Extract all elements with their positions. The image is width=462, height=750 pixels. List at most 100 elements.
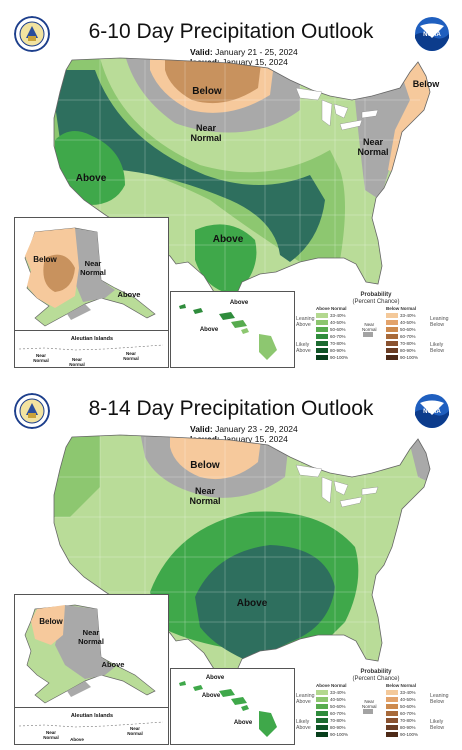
legend-above-swatch [316, 348, 328, 354]
outlook-panel-8-14-day: 8-14 Day Precipitation Outlook Valid: Ja… [0, 377, 462, 750]
legend-above-swatch [316, 732, 328, 738]
legend-likely-below-1: Likely [430, 719, 444, 725]
legend-leaning-above: Leaning Above [296, 693, 314, 705]
legend-title-2: (Percent Chance) [352, 676, 400, 682]
legend-leaning-below-1: Leaning [430, 316, 449, 322]
legend-above-range: 60-70% [330, 334, 346, 339]
legend-below-swatch [386, 355, 398, 361]
legend-below-list: 33-40% 40-50% 50-60% 60-70% 70-80% 80-90% 90-1… [386, 312, 418, 361]
legend-above-header: Above Normal [316, 306, 347, 311]
label-near-east-1: Near [363, 137, 384, 147]
label-near-east-2: Normal [357, 147, 388, 157]
great-lakes [295, 87, 379, 131]
label-aleut-near-a2: Normal [43, 735, 59, 740]
legend-likely-below: Likely Below [430, 342, 444, 354]
legend-likely-above-1: Likely [296, 719, 310, 725]
legend-below-range: 80-90% [400, 725, 416, 730]
alaska-map: Below Near Normal Above [24, 604, 156, 704]
label-aleut-near-a1: Near [36, 353, 46, 358]
legend-below-range: 70-80% [400, 718, 416, 723]
legend-leaning-below: Leaning Below [430, 693, 448, 705]
label-aleut-near-a1: Near [46, 730, 56, 735]
legend-below-row: 33-40% [386, 312, 418, 319]
legend-above-swatch [316, 697, 328, 703]
legend-below-range: 70-80% [400, 341, 416, 346]
legend-above-swatch [316, 334, 328, 340]
legend-likely-above-2: Above [296, 348, 311, 354]
aleutian-inset: Aleutian Islands Near Normal Near Normal… [14, 707, 169, 745]
label-aleut-near-a2: Normal [33, 358, 49, 363]
legend-below-row: 60-70% [386, 710, 418, 717]
legend-near: Near Normal [362, 322, 377, 338]
legend-below-swatch [386, 725, 398, 731]
legend-below-range: 40-50% [400, 320, 416, 325]
state-borders [55, 435, 420, 667]
legend-near-swatch [363, 332, 374, 338]
legend-above-range: 80-90% [330, 725, 346, 730]
issued-value: January 15, 2024 [222, 57, 288, 67]
hawaii-inset: Above Above Above [170, 668, 295, 745]
legend-above-range: 50-60% [330, 704, 346, 709]
legend-below-row: 90-100% [386, 354, 418, 361]
label-near-north-1: Near [195, 486, 216, 496]
label-ak-near-2: Normal [80, 268, 106, 277]
conus-precip-map: Below Near Normal Below Near Normal Abov… [53, 57, 441, 305]
legend-above-range: 50-60% [330, 327, 346, 332]
label-hi-above-3: Above [234, 720, 253, 726]
legend-above-swatch [316, 711, 328, 717]
label-aleut-near-b2: Normal [69, 362, 85, 367]
label-near-north-2: Normal [190, 133, 221, 143]
legend-above-row: 60-70% [316, 710, 348, 717]
aleutian-inset: Aleutian Islands Near Normal Near Normal… [14, 330, 169, 368]
legend-below-swatch [386, 334, 398, 340]
legend-below-range: 50-60% [400, 704, 416, 709]
label-near-north-1: Near [196, 123, 217, 133]
probability-legend: Probability (Percent Chance) Above Norma… [296, 669, 456, 743]
legend-above-range: 80-90% [330, 348, 346, 353]
map-title: 6-10 Day Precipitation Outlook [88, 20, 374, 43]
legend-above-range: 60-70% [330, 711, 346, 716]
legend-below-swatch [386, 313, 398, 319]
legend-below-swatch [386, 341, 398, 347]
legend-above-row: 60-70% [316, 333, 348, 340]
legend-above-row: 80-90% [316, 724, 348, 731]
label-ak-near-1: Near [85, 259, 102, 268]
legend-above-range: 40-50% [330, 697, 346, 702]
legend-above-range: 40-50% [330, 320, 346, 325]
svg-text:NOAA: NOAA [423, 409, 441, 415]
legend-above-row: 70-80% [316, 340, 348, 347]
legend-above-range: 90-100% [330, 732, 349, 737]
legend-below-range: 80-90% [400, 348, 416, 353]
legend-below-range: 40-50% [400, 697, 416, 702]
legend-below-range: 33-40% [400, 690, 416, 695]
noaa-logo-icon: NOAA [415, 394, 449, 428]
legend-above-swatch [316, 355, 328, 361]
label-above-west: Above [76, 173, 107, 184]
label-hi-above-1: Above [230, 300, 249, 306]
label-above-south: Above [213, 234, 244, 245]
legend-below-swatch [386, 320, 398, 326]
legend-below-range: 60-70% [400, 334, 416, 339]
alaska-inset: Below Near Normal Above [14, 594, 169, 708]
valid-label: Valid: [190, 424, 213, 434]
legend-below-row: 40-50% [386, 319, 418, 326]
legend-below-swatch [386, 711, 398, 717]
valid-value: January 21 - 25, 2024 [215, 47, 298, 57]
map-title: 8-14 Day Precipitation Outlook [88, 397, 374, 420]
legend-above-range: 33-40% [330, 690, 346, 695]
legend-below-row: 50-60% [386, 326, 418, 333]
legend-likely-above-1: Likely [296, 342, 310, 348]
legend-below-row: 90-100% [386, 731, 418, 738]
label-aleut-near-b1: Near [72, 357, 82, 362]
legend-near-label-2: Normal [362, 327, 377, 332]
legend-below-range: 50-60% [400, 327, 416, 332]
legend-leaning-below-2: Below [430, 322, 445, 328]
noaa-logo-icon: NOAA [415, 17, 449, 51]
probability-legend: Probability (Percent Chance) Above Norma… [296, 292, 456, 366]
label-aleut-near-b1: Near [130, 726, 140, 731]
legend-above-range: 70-80% [330, 341, 346, 346]
label-below-ne: Below [413, 79, 441, 89]
legend-below-list: 33-40% 40-50% 50-60% 60-70% 70-80% 80-90% 90-1… [386, 689, 418, 738]
valid-value: January 23 - 29, 2024 [215, 424, 298, 434]
legend-above-row: 50-60% [316, 326, 348, 333]
